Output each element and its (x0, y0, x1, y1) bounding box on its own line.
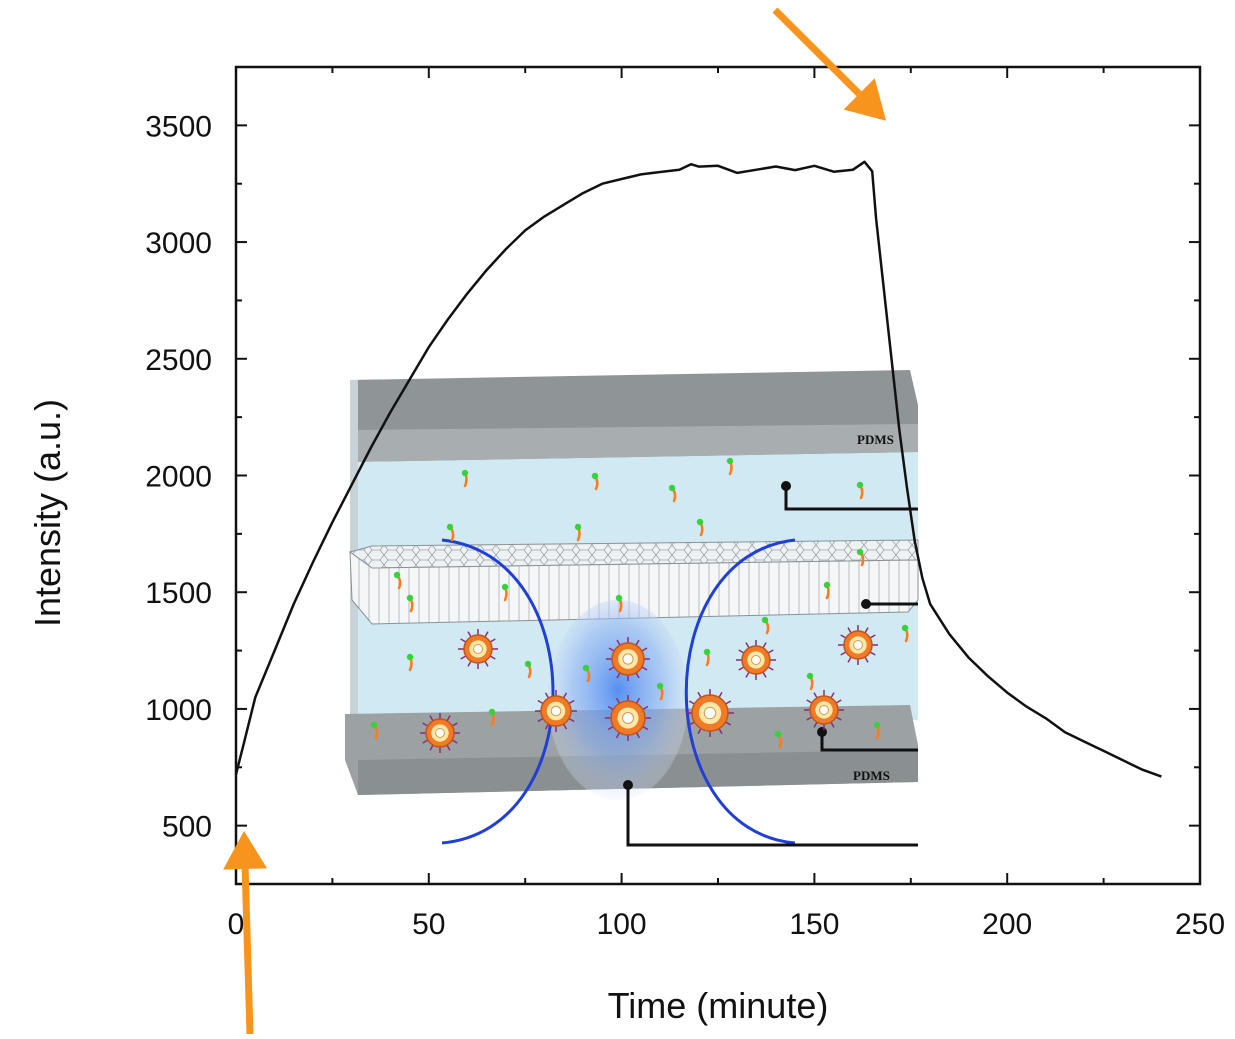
inset-leaders (626, 486, 918, 847)
probe-particle (524, 660, 532, 679)
virus-particle (420, 713, 460, 753)
x-tick-label: 200 (982, 908, 1032, 941)
series-layer (234, 160, 1162, 778)
inset-schematic: PDMS PDMS (345, 370, 919, 847)
inset-pdms-top-label: PDMS (857, 432, 894, 447)
inset-particles (370, 457, 909, 753)
inset-left-curve (441, 538, 555, 845)
virus-particle (736, 640, 776, 680)
probe-particle (656, 682, 664, 701)
virus-particle (838, 625, 878, 665)
series-line (234, 160, 1162, 778)
x-tick-label: 50 (412, 908, 445, 941)
probe-particle (461, 469, 469, 488)
probe-particle (406, 594, 414, 613)
virus-particle (605, 695, 651, 741)
stop-arrow (772, 7, 887, 121)
inset-membrane-front (349, 550, 919, 625)
probe-particle (501, 583, 509, 602)
virus-particle (535, 690, 577, 732)
probe-particle (615, 594, 623, 613)
probe-particle (696, 518, 704, 537)
probe-particle (582, 664, 591, 683)
virus-particle (458, 629, 498, 669)
y-tick-label: 1000 (145, 694, 212, 727)
probe-particle (668, 484, 677, 503)
x-axis-title: Time (minute) (608, 985, 829, 1026)
probe-particle (856, 548, 865, 567)
probe-particle (591, 472, 599, 491)
probe-particle (873, 721, 881, 740)
x-tick-label: 250 (1175, 908, 1225, 941)
probe-particle (856, 481, 864, 500)
y-tick-label: 2500 (145, 344, 212, 377)
y-tick-label: 3000 (145, 227, 212, 260)
probe-particle (823, 581, 831, 600)
inset-leader-dots (623, 481, 871, 790)
probe-particle (574, 523, 582, 542)
probe-particle (901, 624, 909, 643)
probe-particle (370, 721, 379, 740)
virus-particle (804, 690, 844, 730)
virus-particle (606, 637, 650, 681)
x-tick-label: 150 (789, 908, 839, 941)
y-tick-label: 2000 (145, 461, 212, 494)
x-tick-label: 100 (597, 908, 647, 941)
probe-particle (393, 571, 402, 590)
y-tick-label: 3500 (145, 110, 212, 143)
x-tick-label: 0 (228, 908, 245, 941)
probe-particle (774, 730, 783, 749)
probe-particle (806, 672, 814, 691)
probe-particle (761, 616, 770, 635)
inset-right-curve (684, 538, 796, 845)
axes: 0 50 100 150 200 250 500 1000 1500 2000 2500 3000 35… (145, 65, 1225, 941)
inset-top-pdms-face (350, 424, 918, 462)
probe-particle (488, 708, 496, 727)
y-tick-label: 500 (162, 811, 212, 844)
virus-particle (686, 689, 734, 737)
inset-pdms-bottom-label: PDMS (853, 768, 890, 783)
probe-particle (406, 653, 414, 672)
probe-particle (726, 457, 734, 476)
start-arrow (223, 830, 268, 1035)
probe-particle (446, 523, 455, 542)
y-axis-title: Intensity (a.u.) (27, 399, 68, 627)
probe-particle (703, 648, 711, 667)
annotation-arrows (223, 7, 887, 1035)
y-tick-label: 1500 (145, 577, 212, 610)
